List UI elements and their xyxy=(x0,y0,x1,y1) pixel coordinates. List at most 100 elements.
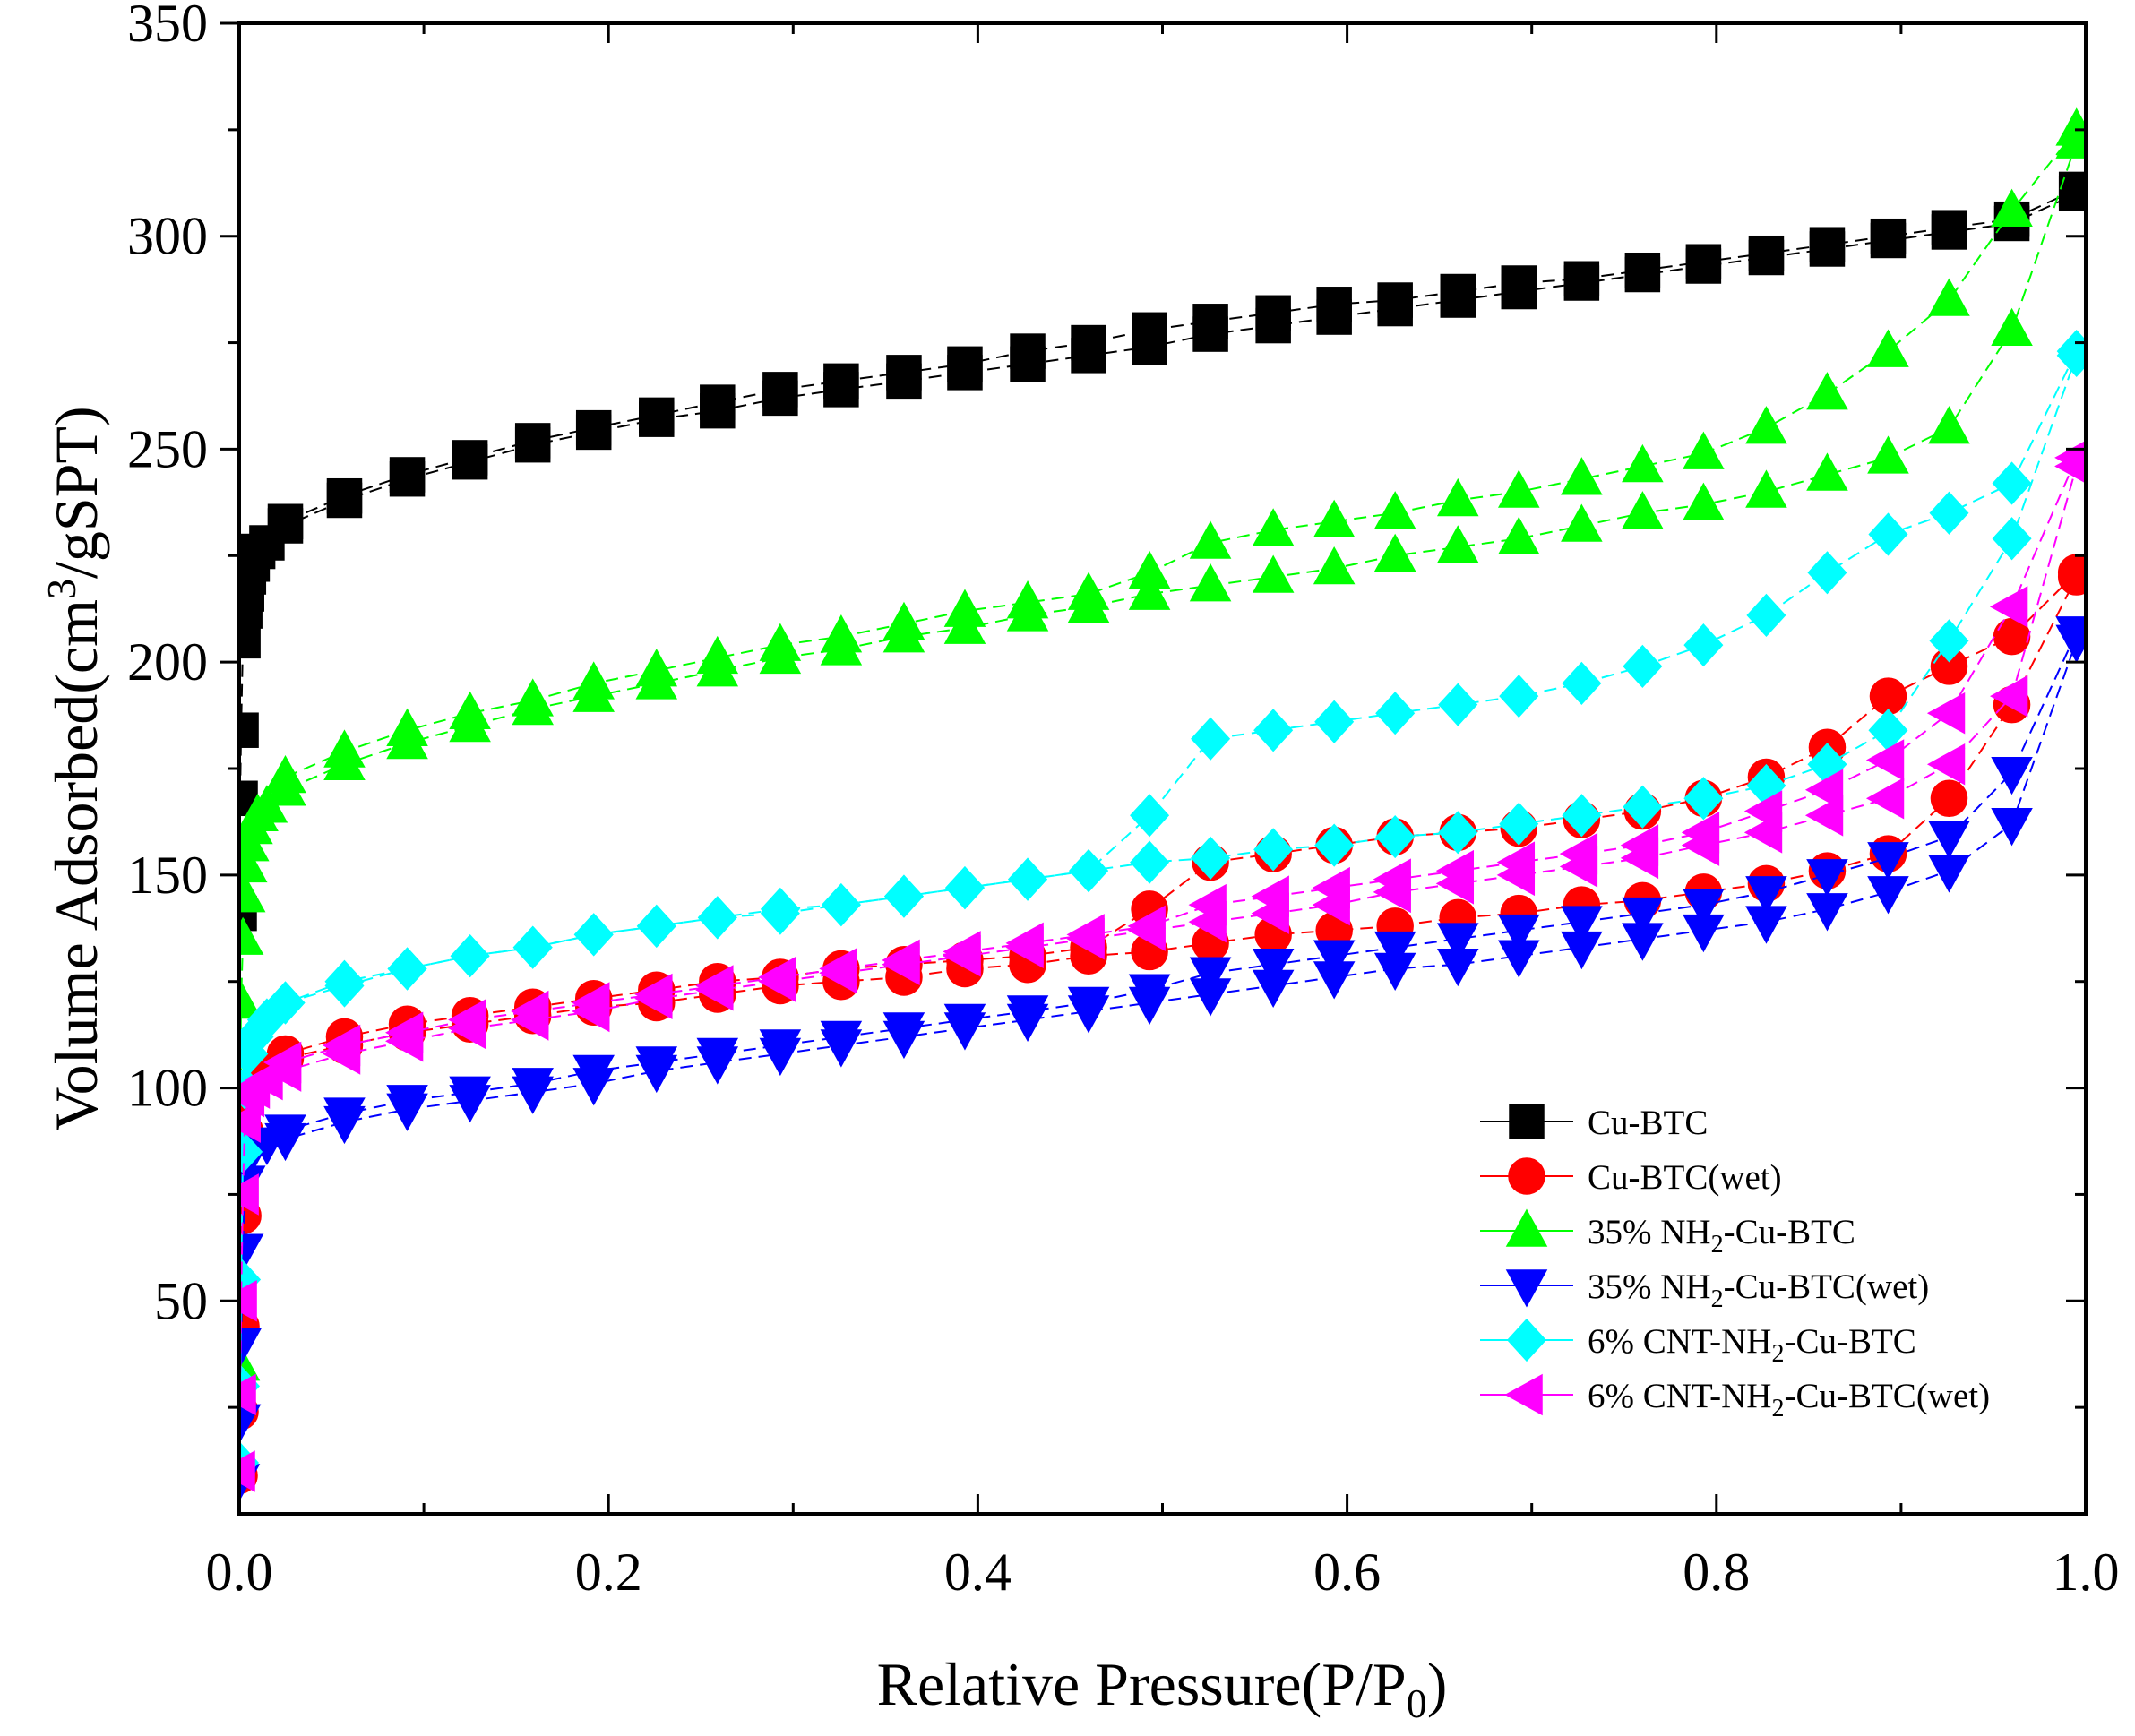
legend-label: 35% NH2-Cu-BTC xyxy=(1588,1213,1855,1259)
data-point xyxy=(1804,769,1844,812)
data-point xyxy=(1192,304,1228,339)
data-point xyxy=(1806,372,1848,410)
data-point xyxy=(1373,533,1416,572)
data-point xyxy=(1867,842,1909,881)
data-point xyxy=(1132,312,1167,348)
data-point xyxy=(1928,821,1970,859)
data-point xyxy=(823,363,859,400)
y-tick-label: 50 xyxy=(154,1271,208,1330)
data-point xyxy=(1745,406,1787,444)
y-axis-ticks: 50 100 150 200 250 300 350 xyxy=(127,0,2086,1409)
data-point xyxy=(1130,840,1170,884)
data-point xyxy=(239,623,261,659)
x-tick-label: 0.2 xyxy=(575,1543,642,1602)
data-point xyxy=(1748,235,1785,271)
data-point xyxy=(697,896,737,940)
data-point xyxy=(635,1046,678,1085)
data-point xyxy=(1375,692,1416,735)
legend-item: Cu-BTC(wet) xyxy=(1480,1157,1782,1197)
data-point xyxy=(1928,278,1970,316)
data-point xyxy=(821,883,861,927)
data-point xyxy=(634,973,673,1016)
data-point xyxy=(1373,858,1411,900)
legend-item: Cu-BTC xyxy=(1480,1104,1708,1142)
data-point xyxy=(449,691,491,729)
data-point xyxy=(1683,623,1724,667)
data-point xyxy=(449,1076,491,1114)
data-point xyxy=(1806,859,1848,898)
data-point xyxy=(1623,785,1663,829)
data-point xyxy=(239,916,264,955)
data-point xyxy=(264,754,306,794)
series-layer xyxy=(239,107,2086,1502)
data-point xyxy=(1189,520,1232,559)
legend-marker xyxy=(1505,1208,1548,1247)
data-point xyxy=(819,948,857,990)
data-point xyxy=(883,874,924,918)
data-point xyxy=(759,1029,802,1068)
data-point xyxy=(1252,554,1295,593)
data-point xyxy=(239,1280,257,1322)
data-point xyxy=(575,409,612,446)
data-point xyxy=(1622,491,1664,529)
data-point xyxy=(1620,824,1659,866)
data-point xyxy=(1622,897,1664,936)
data-point xyxy=(512,1068,554,1106)
data-point xyxy=(820,614,863,653)
data-point xyxy=(1992,461,2032,505)
series-line-desorption xyxy=(285,350,2078,1004)
data-point xyxy=(1255,295,1291,331)
legend: Cu-BTC Cu-BTC(wet) 35% NH2-Cu-BTC 35% NH2-C… xyxy=(1480,1104,1990,1422)
data-point xyxy=(1867,435,1909,474)
data-point xyxy=(695,965,734,1007)
x-tick-label: 0.4 xyxy=(944,1543,1012,1602)
data-point xyxy=(1377,282,1413,318)
data-point xyxy=(264,1114,306,1153)
data-point xyxy=(758,956,796,999)
data-point xyxy=(1743,790,1783,832)
data-point xyxy=(1313,940,1356,978)
data-point xyxy=(1373,491,1416,529)
data-point xyxy=(1375,814,1416,859)
data-point xyxy=(265,981,306,1025)
data-point xyxy=(944,866,985,910)
data-point xyxy=(1498,469,1540,508)
data-point xyxy=(387,947,427,991)
data-point xyxy=(386,1085,428,1123)
data-point xyxy=(1314,823,1355,867)
data-point xyxy=(1867,876,1909,915)
data-point xyxy=(511,990,549,1033)
data-point xyxy=(820,1020,863,1060)
data-point xyxy=(1128,974,1171,1012)
data-point xyxy=(239,1101,261,1143)
data-point xyxy=(2055,107,2086,146)
data-point xyxy=(1806,452,1848,491)
data-point xyxy=(1930,779,1968,818)
data-point xyxy=(1926,743,1966,786)
data-point xyxy=(1499,802,1539,846)
data-point xyxy=(1438,811,1478,855)
data-point xyxy=(1991,188,2033,227)
data-point xyxy=(1006,580,1049,619)
data-point xyxy=(1008,857,1048,901)
y-tick-label: 150 xyxy=(127,846,208,905)
data-point xyxy=(1314,700,1355,743)
legend-marker xyxy=(1505,1269,1548,1308)
y-tick-label: 200 xyxy=(127,632,208,692)
data-point xyxy=(389,457,426,493)
data-point xyxy=(1683,777,1724,821)
data-point xyxy=(386,708,428,746)
data-point xyxy=(1127,905,1166,948)
data-point xyxy=(1745,876,1787,915)
data-point xyxy=(1253,709,1294,752)
y-axis-title: Volume Adsorbed(cm3/gSPT) xyxy=(39,406,110,1130)
data-point xyxy=(1496,841,1536,883)
data-point xyxy=(1189,957,1232,995)
data-point xyxy=(1435,849,1475,892)
data-point xyxy=(696,1037,739,1077)
data-point xyxy=(1373,931,1416,970)
data-point xyxy=(1253,828,1294,872)
data-point xyxy=(1991,307,2033,347)
data-point xyxy=(1191,836,1231,880)
